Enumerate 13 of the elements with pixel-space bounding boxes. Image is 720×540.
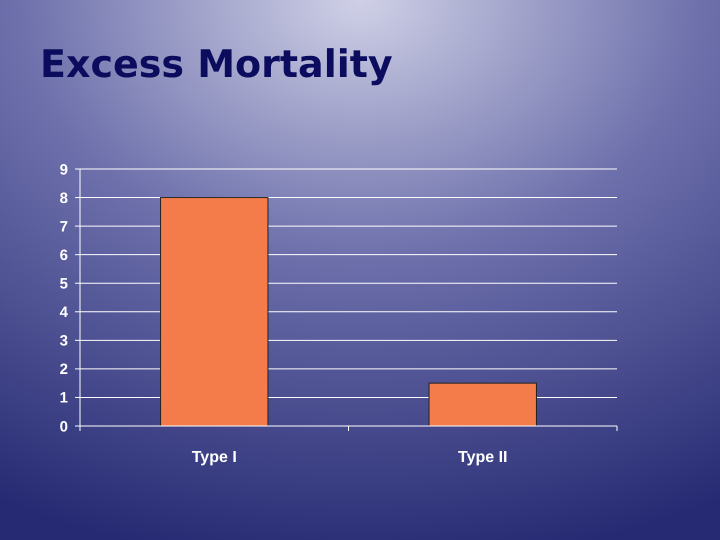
y-tick-label: 8 xyxy=(60,190,68,207)
y-tick-label: 0 xyxy=(60,418,68,436)
y-tick-label: 5 xyxy=(60,275,68,292)
chart-title: Excess Mortality xyxy=(40,42,393,86)
x-tick-label: Type II xyxy=(458,449,508,466)
y-tick-label: 3 xyxy=(60,332,68,350)
y-tick-label: 9 xyxy=(60,161,68,178)
y-tick-label: 1 xyxy=(60,390,68,407)
y-tick-label: 6 xyxy=(60,246,68,264)
y-tick-label: 7 xyxy=(60,218,68,236)
y-tick-label: 2 xyxy=(60,361,68,378)
x-tick-label: Type I xyxy=(192,449,237,466)
y-tick-label: 4 xyxy=(60,304,69,322)
